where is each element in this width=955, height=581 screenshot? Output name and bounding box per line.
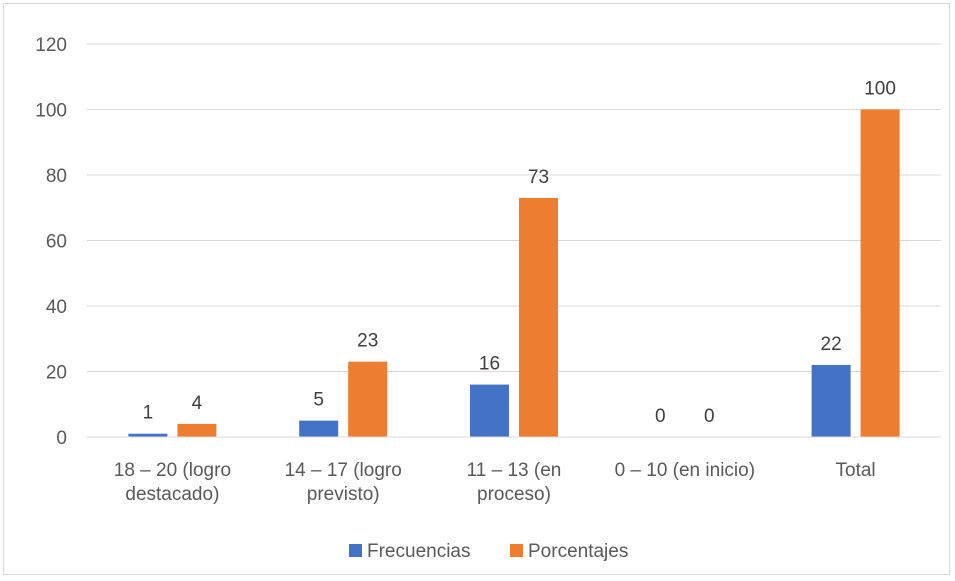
data-label: 100 bbox=[864, 79, 896, 100]
data-label: 22 bbox=[821, 334, 842, 355]
x-tick-label: 0 – 10 (en inicio) bbox=[615, 460, 755, 481]
data-label: 23 bbox=[357, 331, 378, 352]
bar-frecuencias bbox=[299, 420, 339, 437]
bar-frecuencias bbox=[128, 433, 168, 437]
data-label: 0 bbox=[704, 406, 715, 427]
data-label: 4 bbox=[192, 393, 203, 414]
legend-swatch-frecuencias bbox=[349, 544, 362, 557]
bar-porcentajes bbox=[519, 197, 558, 437]
x-tick-label: 14 – 17 (logro previsto) bbox=[285, 460, 402, 505]
y-tick-label: 80 bbox=[46, 166, 67, 187]
y-tick-label: 0 bbox=[56, 428, 67, 449]
x-tick-label: Total bbox=[836, 460, 876, 481]
y-tick-label: 100 bbox=[35, 101, 67, 122]
x-tick-label: 18 – 20 (logro destacado) bbox=[114, 460, 231, 505]
data-label: 16 bbox=[479, 354, 500, 375]
data-label: 73 bbox=[528, 167, 549, 188]
data-label: 5 bbox=[313, 390, 324, 411]
y-tick-label: 20 bbox=[46, 363, 67, 384]
bar-porcentajes bbox=[177, 423, 217, 437]
chart-frame bbox=[3, 3, 950, 575]
y-tick-label: 120 bbox=[35, 35, 67, 56]
legend-label-porcentajes: Porcentajes bbox=[528, 541, 628, 562]
bar-frecuencias bbox=[811, 364, 851, 437]
x-tick-label: 11 – 13 (en proceso) bbox=[467, 460, 562, 505]
bar-porcentajes bbox=[860, 109, 900, 437]
data-label: 0 bbox=[655, 406, 666, 427]
data-label: 1 bbox=[143, 403, 154, 424]
y-tick-label: 40 bbox=[46, 297, 67, 318]
bar-frecuencias bbox=[470, 384, 509, 437]
legend-swatch-porcentajes bbox=[510, 544, 523, 557]
bar-porcentajes bbox=[348, 361, 388, 437]
legend-label-frecuencias: Frecuencias bbox=[367, 541, 471, 562]
y-tick-label: 60 bbox=[46, 232, 67, 253]
